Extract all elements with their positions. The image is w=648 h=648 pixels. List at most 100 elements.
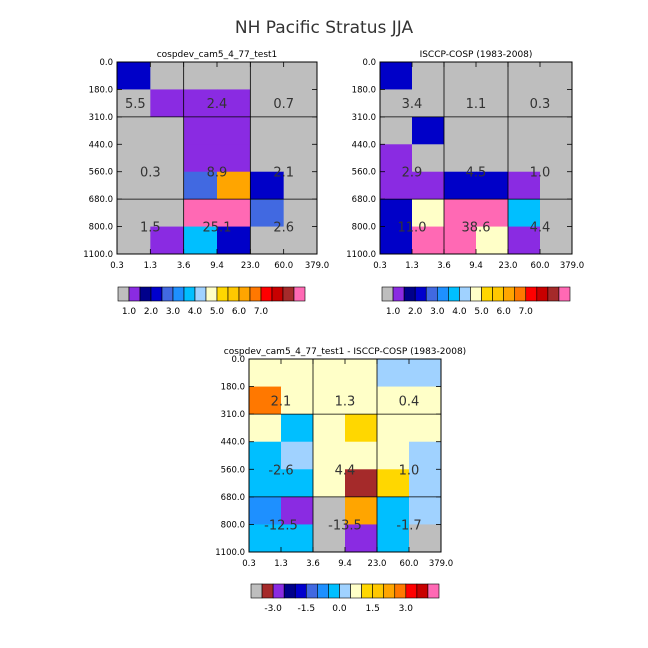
heatmap-cell xyxy=(183,144,218,173)
y-tick-label: 680.0 xyxy=(89,195,113,205)
colorbar-swatch xyxy=(536,286,549,302)
colorbar-swatch xyxy=(128,286,141,302)
heatmap-cell xyxy=(313,469,346,498)
heatmap-cell xyxy=(409,524,442,553)
heatmap-cell xyxy=(444,89,477,118)
heatmap-cell xyxy=(250,89,285,118)
x-tick-label: 379.0 xyxy=(560,261,584,271)
colorbar-label: 2.0 xyxy=(408,307,423,317)
heatmap-cell xyxy=(380,199,413,227)
heatmap-cell xyxy=(377,414,410,443)
cell-value-label: 1.0 xyxy=(530,166,551,181)
cell-value-label: 25.1 xyxy=(203,221,232,236)
y-tick-label: 310.0 xyxy=(89,113,113,123)
y-tick-label: 560.0 xyxy=(89,168,113,178)
colorbar-swatch xyxy=(448,286,460,302)
heatmap-cell xyxy=(313,441,346,470)
colorbar-swatch xyxy=(238,286,251,302)
heatmap-cell xyxy=(412,116,445,145)
heatmap-cell xyxy=(250,171,285,200)
heatmap-cell xyxy=(476,62,509,90)
colorbar-swatch xyxy=(117,286,130,302)
colorbar-label: 3.0 xyxy=(399,604,414,614)
heatmap-cell xyxy=(380,116,413,145)
colorbar-swatch xyxy=(503,286,516,302)
colorbar-3: -3.0 -1.5 0.0 1.5 3.0 xyxy=(250,583,440,614)
heatmap-cell xyxy=(476,116,509,145)
colorbar-label: 1.5 xyxy=(365,604,379,614)
heatmap-cell xyxy=(409,469,442,498)
heatmap-cell xyxy=(540,116,573,145)
heatmap-cell xyxy=(380,226,413,255)
heatmap-cell xyxy=(217,171,251,200)
x-tick-label: 60.0 xyxy=(400,559,419,569)
colorbar-swatch xyxy=(414,286,427,302)
colorbar-swatch xyxy=(294,583,307,599)
cell-value-label: 0.4 xyxy=(399,394,420,409)
heatmap-cell xyxy=(380,144,413,173)
colorbar-swatch xyxy=(139,286,152,302)
heatmap-cell xyxy=(476,199,509,227)
colorbar-swatch xyxy=(250,583,263,599)
cell-value-label: 4.4 xyxy=(335,463,356,478)
heatmap-cell xyxy=(380,171,413,200)
y-tick-label: 180.0 xyxy=(352,85,376,95)
cell-value-label: 4.4 xyxy=(530,221,551,236)
panel-title: ISCCP-COSP (1983-2008) xyxy=(420,50,533,60)
heatmap-cell xyxy=(117,171,151,200)
y-tick-label: 440.0 xyxy=(89,140,113,150)
heatmap-cell xyxy=(281,496,314,525)
heatmap-cell xyxy=(217,89,251,118)
heatmap-cell xyxy=(412,171,445,200)
heatmap-cell xyxy=(345,359,378,387)
heatmap-cell xyxy=(217,62,251,90)
x-tick-label: 9.4 xyxy=(338,559,352,569)
heatmap-cell xyxy=(540,171,573,200)
x-tick-label: 379.0 xyxy=(429,559,453,569)
y-tick-label: 1100.0 xyxy=(346,250,376,260)
colorbar-swatch xyxy=(394,583,407,599)
heatmap-cell xyxy=(380,62,413,90)
colorbar-label: 3.0 xyxy=(166,307,181,317)
colorbar-swatch xyxy=(283,583,296,599)
x-tick-label: 60.0 xyxy=(531,261,550,271)
heatmap-cell xyxy=(313,359,346,387)
x-tick-label: 1.3 xyxy=(405,261,419,271)
heatmap-cell xyxy=(345,496,378,525)
colorbar-swatch xyxy=(161,286,174,302)
y-tick-label: 440.0 xyxy=(221,438,245,448)
heatmap-cell xyxy=(540,199,573,227)
heatmap-cell xyxy=(217,226,251,255)
colorbar-label: -1.5 xyxy=(298,604,316,614)
heatmap-cell xyxy=(249,359,282,387)
heatmap-cell xyxy=(183,226,218,255)
x-tick-label: 23.0 xyxy=(499,261,518,271)
cell-value-label: 2.4 xyxy=(207,97,228,112)
cell-value-label: 0.7 xyxy=(273,97,294,112)
panel-title: cospdev_cam5_4_77_test1 xyxy=(157,50,278,60)
colorbar-label: 1.0 xyxy=(386,307,401,317)
heatmap-cell xyxy=(283,89,318,118)
heatmap-cell xyxy=(444,62,477,90)
heatmap-cell xyxy=(377,386,410,415)
heatmap-cell xyxy=(540,89,573,118)
heatmap-cell xyxy=(412,89,445,118)
colorbar-label: 6.0 xyxy=(232,307,247,317)
colorbar-swatch xyxy=(372,583,385,599)
heatmap-cell xyxy=(183,89,218,118)
colorbar-swatch xyxy=(403,286,416,302)
colorbar-swatch xyxy=(427,583,440,599)
colorbar-swatch xyxy=(383,583,396,599)
cell-value-label: 1.0 xyxy=(399,463,420,478)
x-tick-label: 23.0 xyxy=(241,261,260,271)
heatmap-cell xyxy=(412,226,445,255)
heatmap-cell xyxy=(508,144,541,173)
heatmap-cell xyxy=(217,116,251,145)
heatmap-cell xyxy=(444,171,477,200)
heatmap-cell xyxy=(377,359,410,387)
heatmap-cell xyxy=(345,414,378,443)
y-tick-label: 0.0 xyxy=(99,58,113,68)
cell-value-label: 11.0 xyxy=(398,221,427,236)
heatmap-cell xyxy=(380,89,413,118)
